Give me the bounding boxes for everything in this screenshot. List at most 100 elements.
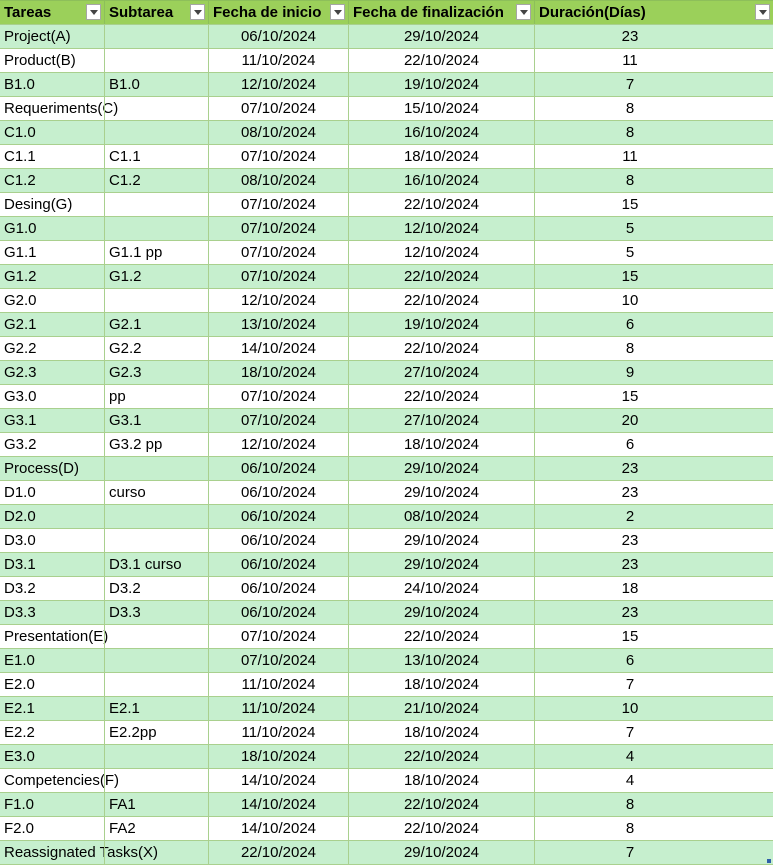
cell-subtarea[interactable]: FA2 bbox=[104, 817, 208, 840]
cell-duracion[interactable]: 23 bbox=[534, 529, 773, 552]
cell-fecha-finalizacion[interactable]: 29/10/2024 bbox=[348, 841, 534, 864]
cell-fecha-inicio[interactable]: 08/10/2024 bbox=[208, 121, 348, 144]
cell-subtarea[interactable] bbox=[104, 769, 208, 792]
cell-duracion[interactable]: 5 bbox=[534, 241, 773, 264]
cell-fecha-finalizacion[interactable]: 22/10/2024 bbox=[348, 817, 534, 840]
cell-fecha-inicio[interactable]: 06/10/2024 bbox=[208, 553, 348, 576]
cell-duracion[interactable]: 23 bbox=[534, 457, 773, 480]
cell-fecha-finalizacion[interactable]: 22/10/2024 bbox=[348, 385, 534, 408]
cell-duracion[interactable]: 7 bbox=[534, 841, 773, 864]
cell-fecha-inicio[interactable]: 07/10/2024 bbox=[208, 217, 348, 240]
cell-fecha-finalizacion[interactable]: 22/10/2024 bbox=[348, 265, 534, 288]
cell-duracion[interactable]: 15 bbox=[534, 385, 773, 408]
cell-fecha-finalizacion[interactable]: 29/10/2024 bbox=[348, 457, 534, 480]
cell-fecha-finalizacion[interactable]: 18/10/2024 bbox=[348, 673, 534, 696]
cell-subtarea[interactable]: G3.2 pp bbox=[104, 433, 208, 456]
cell-fecha-finalizacion[interactable]: 29/10/2024 bbox=[348, 481, 534, 504]
cell-tarea[interactable]: G2.0 bbox=[4, 292, 37, 309]
cell-fecha-inicio[interactable]: 07/10/2024 bbox=[208, 409, 348, 432]
cell-duracion[interactable]: 6 bbox=[534, 313, 773, 336]
cell-duracion[interactable]: 15 bbox=[534, 625, 773, 648]
cell-fecha-inicio[interactable]: 07/10/2024 bbox=[208, 241, 348, 264]
cell-fecha-finalizacion[interactable]: 24/10/2024 bbox=[348, 577, 534, 600]
cell-fecha-finalizacion[interactable]: 27/10/2024 bbox=[348, 409, 534, 432]
cell-duracion[interactable]: 11 bbox=[534, 145, 773, 168]
cell-subtarea[interactable] bbox=[104, 49, 208, 72]
cell-duracion[interactable]: 10 bbox=[534, 697, 773, 720]
filter-dropdown-icon[interactable] bbox=[755, 4, 770, 20]
cell-tarea[interactable]: G3.2 bbox=[4, 436, 37, 453]
cell-duracion[interactable]: 10 bbox=[534, 289, 773, 312]
cell-tarea[interactable]: B1.0 bbox=[4, 76, 35, 93]
cell-subtarea[interactable] bbox=[104, 289, 208, 312]
cell-subtarea[interactable]: curso bbox=[104, 481, 208, 504]
cell-fecha-finalizacion[interactable]: 29/10/2024 bbox=[348, 553, 534, 576]
cell-tarea[interactable]: G1.0 bbox=[4, 220, 37, 237]
cell-fecha-inicio[interactable]: 11/10/2024 bbox=[208, 49, 348, 72]
cell-fecha-inicio[interactable]: 14/10/2024 bbox=[208, 769, 348, 792]
cell-subtarea[interactable] bbox=[104, 457, 208, 480]
cell-subtarea[interactable] bbox=[104, 97, 208, 120]
cell-subtarea[interactable]: C1.1 bbox=[104, 145, 208, 168]
cell-duracion[interactable]: 8 bbox=[534, 793, 773, 816]
cell-fecha-finalizacion[interactable]: 19/10/2024 bbox=[348, 313, 534, 336]
cell-subtarea[interactable]: E2.2pp bbox=[104, 721, 208, 744]
cell-tarea[interactable]: Product(B) bbox=[4, 52, 76, 69]
cell-duracion[interactable]: 8 bbox=[534, 169, 773, 192]
filter-dropdown-icon[interactable] bbox=[86, 4, 101, 20]
cell-fecha-inicio[interactable]: 07/10/2024 bbox=[208, 625, 348, 648]
cell-duracion[interactable]: 5 bbox=[534, 217, 773, 240]
cell-fecha-inicio[interactable]: 18/10/2024 bbox=[208, 745, 348, 768]
cell-fecha-finalizacion[interactable]: 18/10/2024 bbox=[348, 145, 534, 168]
cell-duracion[interactable]: 20 bbox=[534, 409, 773, 432]
cell-fecha-inicio[interactable]: 06/10/2024 bbox=[208, 457, 348, 480]
cell-tarea[interactable]: D1.0 bbox=[4, 484, 36, 501]
cell-subtarea[interactable]: C1.2 bbox=[104, 169, 208, 192]
header-duracion[interactable]: Duración(Días) bbox=[534, 1, 773, 24]
cell-fecha-inicio[interactable]: 11/10/2024 bbox=[208, 673, 348, 696]
cell-tarea[interactable]: C1.2 bbox=[4, 172, 36, 189]
cell-fecha-finalizacion[interactable]: 29/10/2024 bbox=[348, 529, 534, 552]
cell-duracion[interactable]: 6 bbox=[534, 433, 773, 456]
cell-duracion[interactable]: 23 bbox=[534, 481, 773, 504]
cell-subtarea[interactable] bbox=[104, 625, 208, 648]
cell-fecha-inicio[interactable]: 13/10/2024 bbox=[208, 313, 348, 336]
cell-tarea[interactable]: D3.1 bbox=[4, 556, 36, 573]
cell-duracion[interactable]: 8 bbox=[534, 121, 773, 144]
cell-tarea[interactable]: G3.0 bbox=[4, 388, 37, 405]
filter-dropdown-icon[interactable] bbox=[516, 4, 531, 20]
cell-subtarea[interactable]: G2.2 bbox=[104, 337, 208, 360]
header-subtarea[interactable]: Subtarea bbox=[104, 1, 208, 24]
cell-fecha-inicio[interactable]: 06/10/2024 bbox=[208, 529, 348, 552]
cell-fecha-finalizacion[interactable]: 16/10/2024 bbox=[348, 121, 534, 144]
cell-duracion[interactable]: 4 bbox=[534, 745, 773, 768]
filter-dropdown-icon[interactable] bbox=[190, 4, 205, 20]
cell-fecha-inicio[interactable]: 14/10/2024 bbox=[208, 793, 348, 816]
cell-tarea[interactable]: E3.0 bbox=[4, 748, 35, 765]
cell-subtarea[interactable]: G2.1 bbox=[104, 313, 208, 336]
cell-fecha-inicio[interactable]: 07/10/2024 bbox=[208, 145, 348, 168]
cell-fecha-inicio[interactable]: 07/10/2024 bbox=[208, 385, 348, 408]
cell-fecha-inicio[interactable]: 14/10/2024 bbox=[208, 337, 348, 360]
cell-tarea[interactable]: Desing(G) bbox=[4, 196, 73, 213]
cell-duracion[interactable]: 8 bbox=[534, 337, 773, 360]
cell-fecha-finalizacion[interactable]: 27/10/2024 bbox=[348, 361, 534, 384]
cell-tarea[interactable]: D3.2 bbox=[4, 580, 36, 597]
cell-subtarea[interactable] bbox=[104, 25, 208, 48]
cell-tarea[interactable]: Presentation(E) bbox=[4, 628, 109, 645]
cell-fecha-inicio[interactable]: 14/10/2024 bbox=[208, 817, 348, 840]
cell-tarea[interactable]: D2.0 bbox=[4, 508, 36, 525]
cell-duracion[interactable]: 15 bbox=[534, 193, 773, 216]
cell-fecha-inicio[interactable]: 06/10/2024 bbox=[208, 505, 348, 528]
cell-fecha-finalizacion[interactable]: 16/10/2024 bbox=[348, 169, 534, 192]
cell-subtarea[interactable]: D3.1 curso bbox=[104, 553, 208, 576]
cell-fecha-finalizacion[interactable]: 22/10/2024 bbox=[348, 193, 534, 216]
cell-fecha-finalizacion[interactable]: 22/10/2024 bbox=[348, 337, 534, 360]
cell-tarea[interactable]: E1.0 bbox=[4, 652, 35, 669]
cell-fecha-finalizacion[interactable]: 18/10/2024 bbox=[348, 433, 534, 456]
cell-subtarea[interactable] bbox=[104, 121, 208, 144]
cell-subtarea[interactable] bbox=[104, 745, 208, 768]
cell-fecha-finalizacion[interactable]: 29/10/2024 bbox=[348, 25, 534, 48]
cell-fecha-finalizacion[interactable]: 19/10/2024 bbox=[348, 73, 534, 96]
cell-subtarea[interactable]: B1.0 bbox=[104, 73, 208, 96]
